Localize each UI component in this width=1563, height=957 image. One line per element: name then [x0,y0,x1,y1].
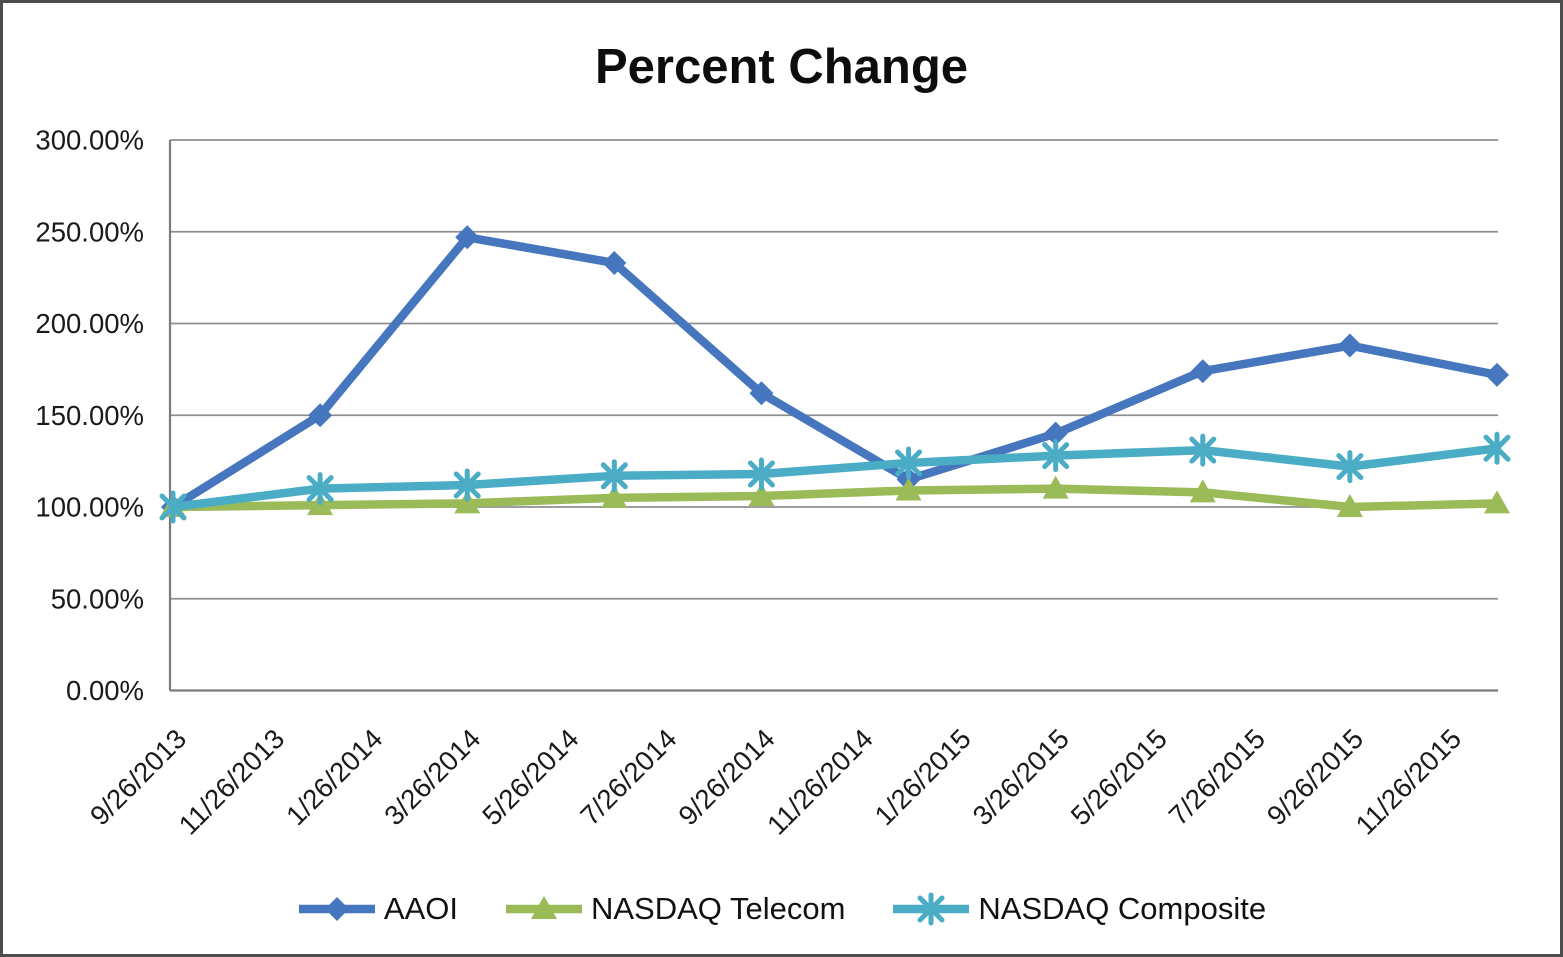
asterisk-marker-icon [747,460,775,488]
x-axis-tick-label: 3/26/2015 [966,723,1074,831]
x-axis-tick-label: 11/26/2015 [1349,723,1467,841]
chart-title: Percent Change [594,40,969,94]
triangle-marker-icon [1189,479,1216,503]
legend-swatch-asterisk [893,892,970,926]
x-axis-tick-label: 11/26/2013 [173,723,291,841]
legend-item: NASDAQ Composite [891,891,1266,927]
series-line-aaoi [168,233,1502,512]
diamond-marker-icon [1337,333,1362,358]
legend-swatch-triangle [505,896,582,919]
asterisk-marker-icon [306,475,334,503]
x-axis-tick-label: 11/26/2014 [761,723,879,841]
x-axis-tick-label: 7/26/2015 [1163,723,1271,831]
asterisk-marker-icon [895,449,923,477]
diamond-marker-icon [602,250,627,275]
diamond-marker-icon [1043,421,1068,446]
triangle-marker-icon [1336,494,1363,517]
y-axis-tick-label: 100.00% [35,492,144,523]
triangle-marker-icon [530,896,557,919]
legend-item: AAOI [297,891,458,927]
diamond-marker-icon [1190,359,1215,384]
x-axis-tick-label: 3/26/2014 [378,723,486,831]
asterisk-marker-icon [1483,434,1511,462]
triangle-marker-icon [601,484,628,508]
legend: AAOI NASDAQ Telecom NASDAQ Composite [3,883,1560,935]
asterisk-marker-icon [1336,453,1364,481]
x-axis-tick-label: 1/26/2015 [868,723,976,831]
legend-item-label: NASDAQ Telecom [590,891,846,926]
y-axis-tick-label: 300.00% [35,125,144,156]
y-axis-tick-label: 50.00% [51,583,144,614]
asterisk-marker-icon [1042,442,1070,470]
asterisk-marker-icon [917,892,945,926]
asterisk-marker-icon [600,462,628,490]
x-axis-tick-label: 7/26/2014 [574,723,682,831]
diamond-marker-icon [749,381,774,406]
diamond-marker-icon [1485,362,1509,387]
y-axis-tick-label: 150.00% [35,400,144,431]
x-axis-tick-label: 1/26/2014 [280,723,388,831]
asterisk-marker-icon [159,493,187,521]
diamond-marker-icon [455,225,480,250]
asterisk-marker-icon [1189,436,1217,464]
asterisk-marker-icon [453,471,481,499]
legend-item-label: NASDAQ Composite [978,891,1267,926]
diamond-marker-icon [308,403,333,428]
triangle-marker-icon [454,490,481,514]
x-axis-tick-label: 5/26/2014 [476,723,584,831]
triangle-marker-icon [1042,475,1069,499]
line-chart: 300.00% 250.00% 200.00% 150.00% 100.00% 50.00… [35,125,1511,841]
legend-item-label: AAOI [383,891,458,926]
legend-item: NASDAQ Telecom [504,891,845,927]
triangle-marker-icon [895,477,922,501]
series-line-nasdaq-telecom [168,484,1502,512]
series-line-nasdaq-composite [168,444,1502,512]
x-axis-tick-label: 5/26/2015 [1065,723,1173,831]
y-axis-tick-label: 0.00% [66,675,144,706]
legend-swatch-diamond [298,897,375,921]
triangle-marker-icon [1484,490,1510,514]
diamond-marker-icon [324,897,349,921]
y-axis-tick-label: 250.00% [35,216,144,247]
y-axis-tick-label: 200.00% [35,308,144,339]
triangle-marker-icon [748,482,775,506]
